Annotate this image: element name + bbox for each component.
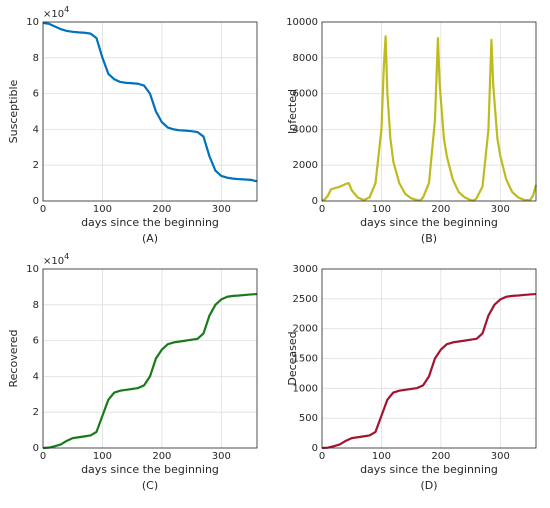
y-tick-label: 3000 [293, 264, 318, 275]
y-tick-label: 4 [33, 124, 39, 135]
y-tick-label: 1000 [293, 383, 318, 394]
x-tick-label: 300 [491, 451, 510, 462]
y-tick-label: 2500 [293, 294, 318, 305]
caption: (D) [420, 479, 437, 492]
y-tick-label: 6 [33, 336, 39, 347]
y-exponent-base: ×10 [43, 9, 64, 20]
y-tick-label: 0 [312, 196, 318, 207]
x-tick-label: 300 [212, 451, 231, 462]
y-tick-label: 2000 [293, 160, 318, 171]
x-tick-label: 100 [93, 204, 112, 215]
y-exponent: ×104 [43, 5, 69, 21]
x-tick-label: 0 [319, 204, 325, 215]
x-axis-label: days since the beginning [81, 463, 219, 476]
y-tick-label: 10 [26, 17, 39, 28]
x-tick-label: 300 [491, 204, 510, 215]
data-line [42, 292, 258, 450]
x-tick-label: 300 [212, 204, 231, 215]
x-tick-label: 200 [431, 451, 450, 462]
axes-box [321, 21, 537, 202]
y-tick-label: 4 [33, 371, 39, 382]
data-line [321, 292, 537, 450]
y-tick-label: 2 [33, 407, 39, 418]
caption: (B) [421, 232, 437, 245]
y-tick-label: 0 [312, 443, 318, 454]
x-tick-label: 100 [372, 204, 391, 215]
y-axis-label: Deceased [286, 331, 299, 385]
x-axis-label: days since the beginning [360, 463, 498, 476]
y-tick-label: 6 [33, 89, 39, 100]
y-tick-label: 500 [299, 413, 318, 424]
x-axis-label: days since the beginning [81, 216, 219, 229]
y-tick-label: 8 [33, 300, 39, 311]
y-tick-label: 1500 [293, 354, 318, 365]
axes-box [42, 21, 258, 202]
y-tick-label: 4000 [293, 124, 318, 135]
x-tick-label: 200 [431, 204, 450, 215]
y-exponent: ×104 [43, 252, 69, 268]
plot-area [43, 269, 257, 448]
x-axis-label: days since the beginning [360, 216, 498, 229]
y-tick-label: 8 [33, 53, 39, 64]
x-tick-label: 200 [152, 204, 171, 215]
x-tick-label: 0 [40, 451, 46, 462]
caption: (C) [142, 479, 158, 492]
y-tick-label: 10000 [286, 17, 318, 28]
y-tick-label: 0 [33, 196, 39, 207]
y-tick-label: 0 [33, 443, 39, 454]
x-tick-label: 0 [40, 204, 46, 215]
y-exponent-base: ×10 [43, 256, 64, 267]
y-tick-label: 6000 [293, 89, 318, 100]
axes-box [321, 268, 537, 449]
x-tick-label: 200 [152, 451, 171, 462]
plot-area [43, 22, 257, 201]
y-axis-label: Recovered [7, 329, 20, 387]
data-line [321, 35, 538, 202]
x-tick-label: 100 [372, 451, 391, 462]
y-axis-label: Susceptible [7, 79, 20, 143]
y-tick-label: 2 [33, 160, 39, 171]
caption: (A) [142, 232, 158, 245]
data-line [42, 21, 258, 183]
x-tick-label: 0 [319, 451, 325, 462]
y-tick-label: 10 [26, 264, 39, 275]
y-exponent-power: 4 [64, 5, 69, 14]
y-tick-label: 8000 [293, 53, 318, 64]
y-exponent-power: 4 [64, 252, 69, 261]
y-tick-label: 2000 [293, 324, 318, 335]
y-axis-label: Infected [286, 89, 299, 134]
x-tick-label: 100 [93, 451, 112, 462]
axes-box [42, 268, 258, 449]
